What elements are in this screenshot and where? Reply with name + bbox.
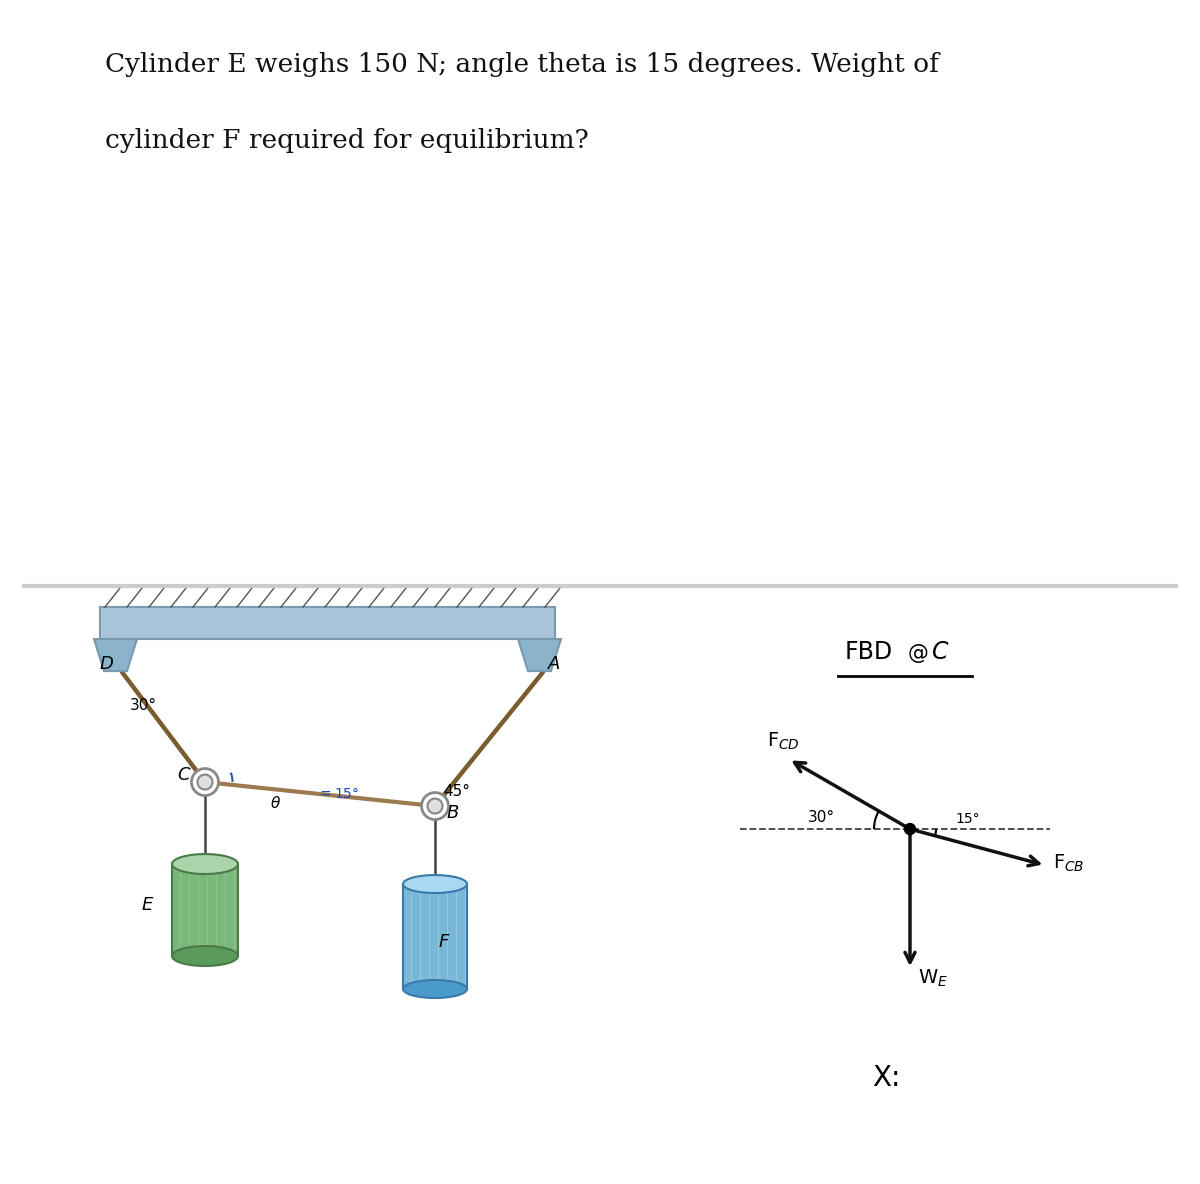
Text: C: C (178, 766, 190, 784)
Text: X:: X: (872, 1064, 900, 1092)
Text: E: E (142, 896, 154, 914)
Text: A: A (548, 655, 560, 673)
Ellipse shape (403, 980, 467, 998)
Bar (172, 864, 238, 955)
Circle shape (192, 768, 218, 796)
Text: F: F (439, 933, 449, 951)
Text: D: D (100, 655, 114, 673)
Polygon shape (518, 639, 562, 671)
Text: 15°: 15° (955, 812, 979, 826)
Circle shape (200, 860, 210, 869)
Text: $=15°$: $=15°$ (317, 787, 359, 802)
Text: cylinder F required for equilibrium?: cylinder F required for equilibrium? (106, 128, 589, 153)
Text: F$_{CD}$: F$_{CD}$ (767, 731, 800, 752)
Text: B: B (446, 804, 460, 822)
Text: 30°: 30° (130, 699, 157, 713)
Bar (100, 607, 554, 639)
Text: @: @ (908, 643, 929, 663)
Text: C: C (932, 641, 948, 664)
Text: W$_E$: W$_E$ (918, 969, 948, 990)
Ellipse shape (172, 946, 238, 966)
Text: 30°: 30° (808, 810, 835, 825)
Text: FBD: FBD (845, 641, 893, 664)
Circle shape (431, 880, 439, 888)
Text: Cylinder E weighs 150 N; angle theta is 15 degrees. Weight of: Cylinder E weighs 150 N; angle theta is … (106, 52, 938, 77)
Text: F$_{CB}$: F$_{CB}$ (1054, 852, 1085, 874)
Text: 45°: 45° (443, 784, 470, 799)
Text: $\theta$: $\theta$ (270, 794, 281, 811)
Circle shape (905, 824, 916, 835)
Ellipse shape (172, 854, 238, 874)
Circle shape (198, 774, 212, 790)
Ellipse shape (403, 875, 467, 893)
Polygon shape (94, 639, 137, 671)
Bar (403, 884, 467, 989)
Circle shape (421, 792, 449, 819)
Circle shape (427, 798, 443, 813)
